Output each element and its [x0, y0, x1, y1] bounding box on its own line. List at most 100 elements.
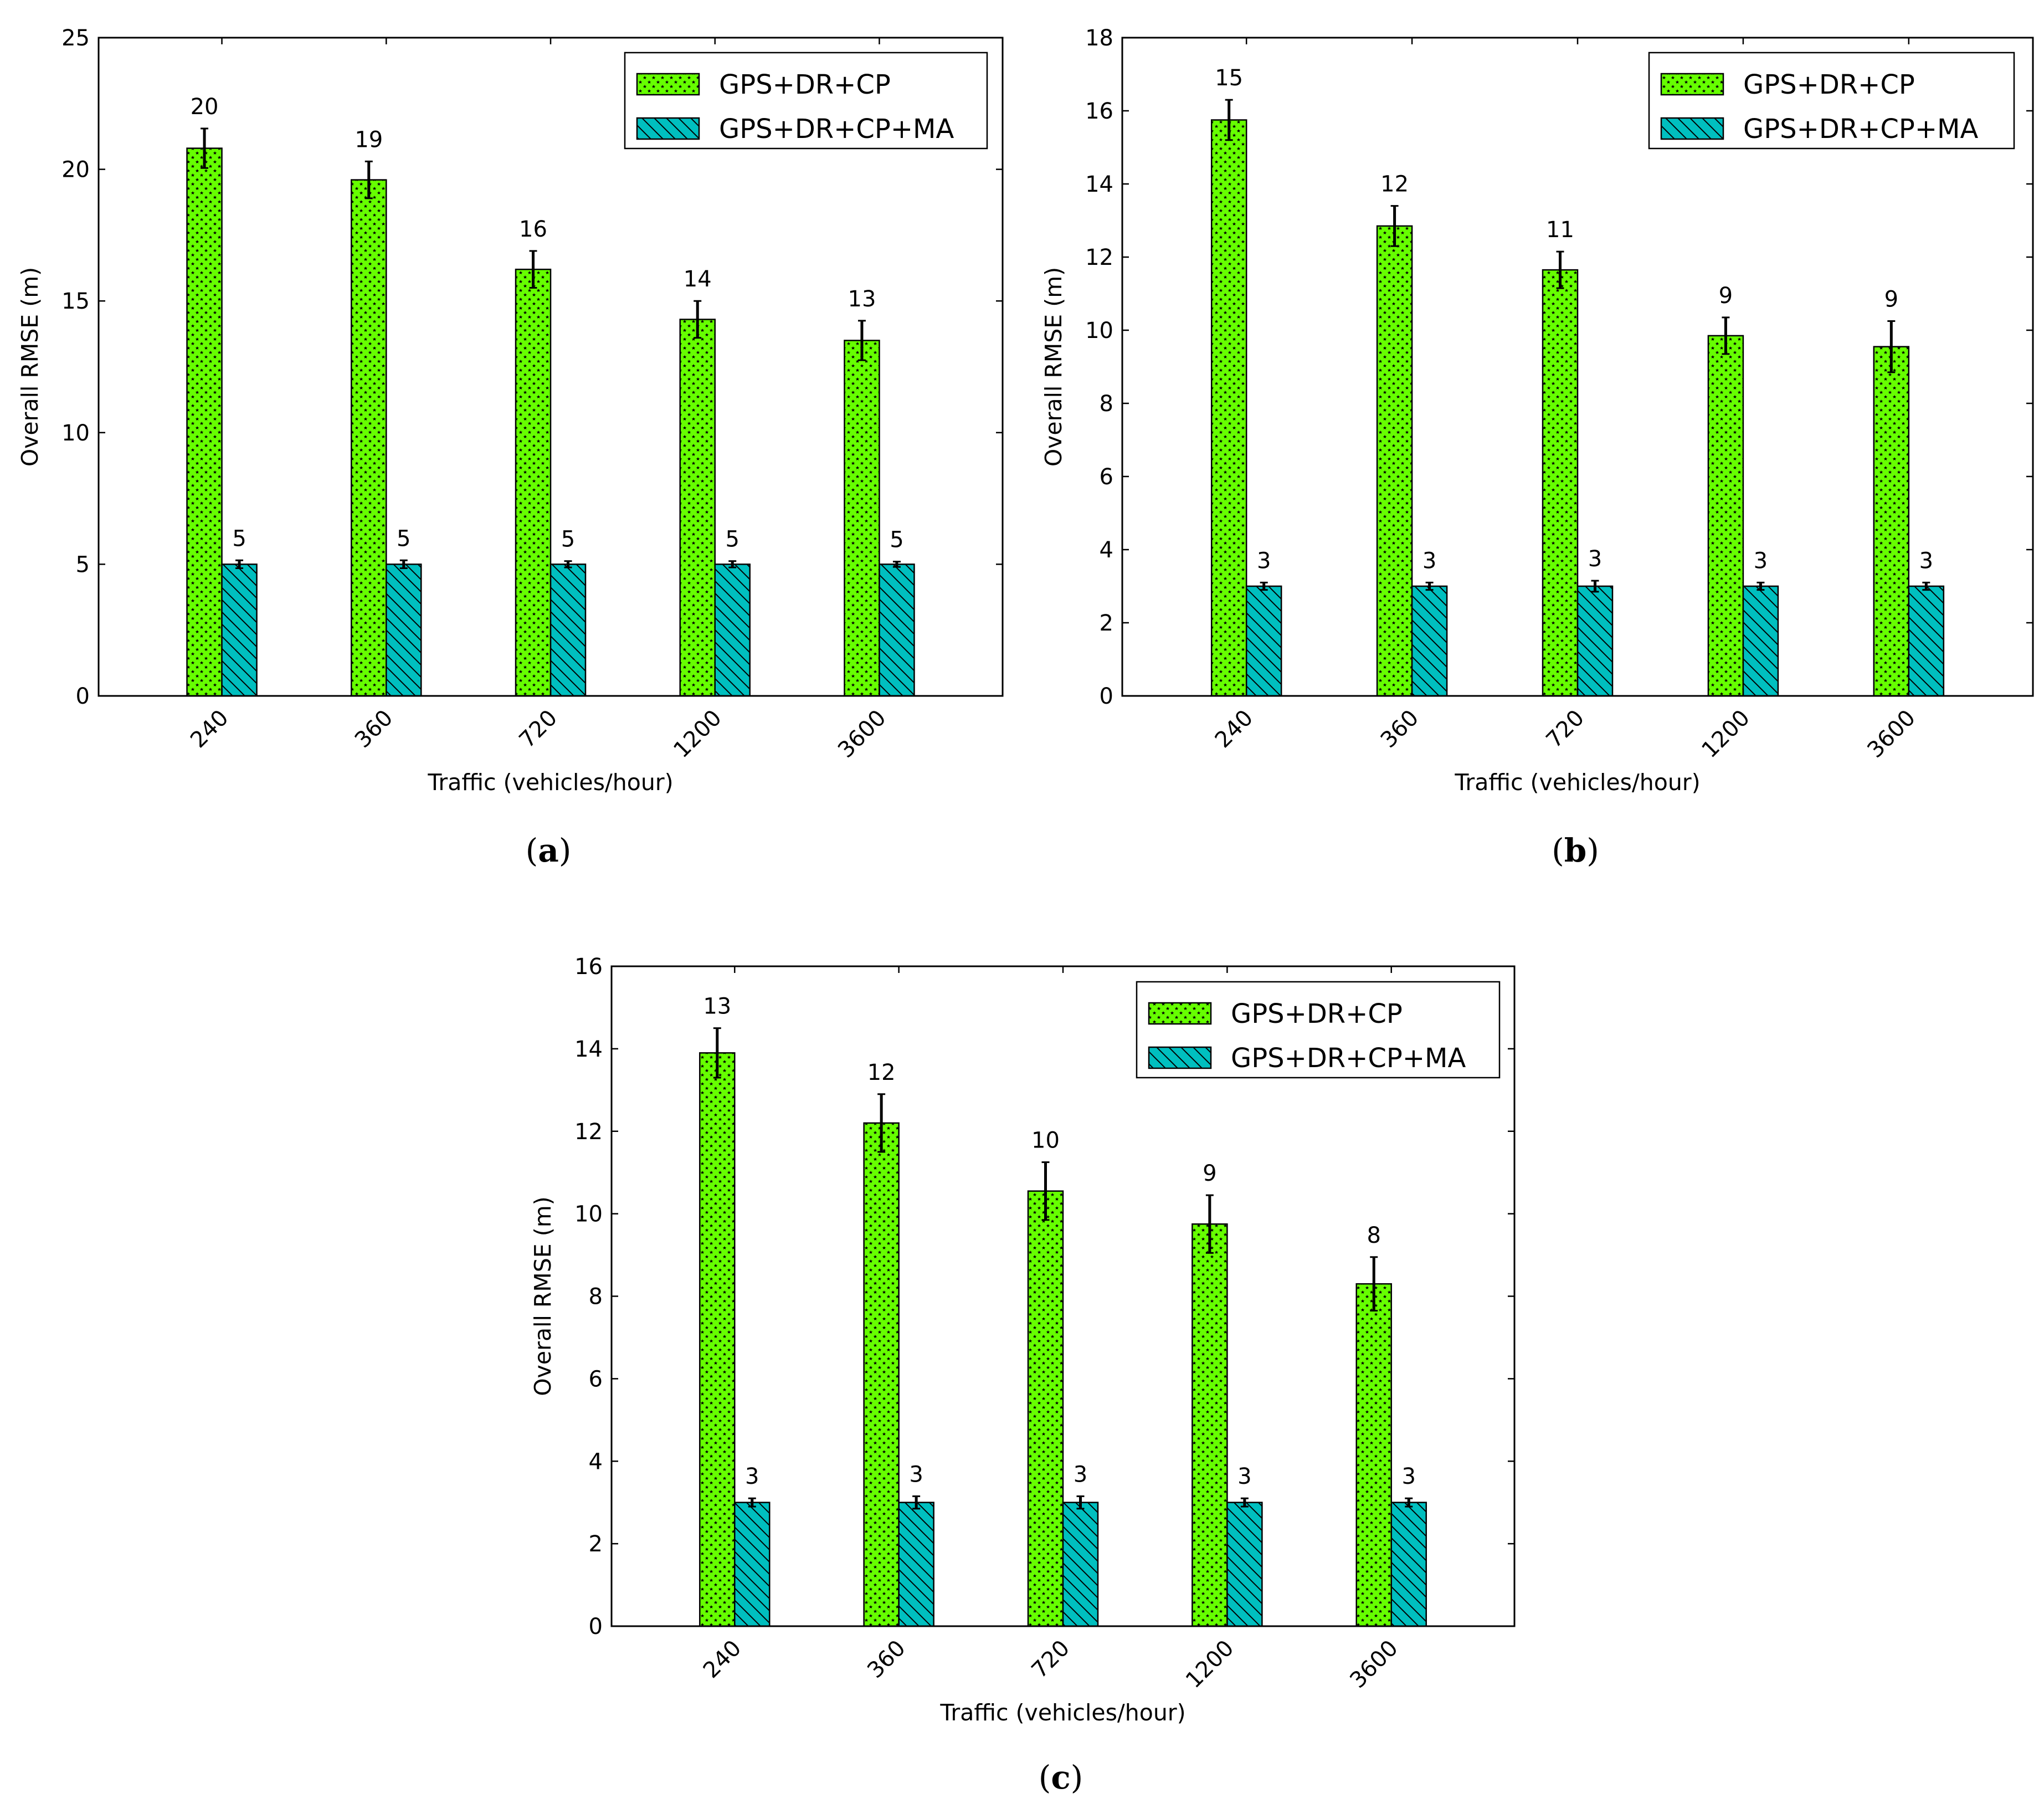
legend-swatch [1148, 1002, 1212, 1025]
error-bar [1240, 1497, 1249, 1508]
error-bar [1390, 205, 1399, 247]
error-bar [201, 127, 209, 169]
bar-gps-dr-cp-360 [1376, 225, 1413, 697]
y-tick-label: 16 [574, 954, 603, 980]
error-bar [1591, 580, 1599, 593]
y-tick-label: 20 [61, 157, 90, 183]
chart-c: 13 12 10 9 8 3 3 3 3 3 0 2 4 6 8 10 12 14 16 240 360 720 1200 3… [530, 954, 1516, 1796]
data-label: 12 [1380, 172, 1409, 197]
y-tick-label: 2 [589, 1531, 603, 1557]
data-label: 3 [1588, 546, 1602, 572]
legend-label: GPS+DR+CP+MA [1231, 1043, 1466, 1074]
bar-gps-dr-cp-360 [863, 1122, 900, 1627]
data-label: 16 [519, 217, 547, 242]
legend: GPS+DR+CP GPS+DR+CP+MA [1136, 981, 1501, 1079]
error-bar [1722, 316, 1730, 355]
data-label: 13 [848, 286, 876, 312]
bar-gps-dr-cp-240 [1210, 119, 1247, 697]
error-bar [892, 561, 901, 568]
bar-gps-dr-cp-ma-3600 [1390, 1502, 1427, 1627]
x-axis-label: Traffic (vehicles/hour) [1454, 769, 1700, 796]
data-label: 3 [909, 1462, 923, 1488]
bar-gps-dr-cp-ma-720 [1576, 585, 1614, 697]
data-label: 3 [1402, 1464, 1416, 1489]
y-axis-label: Overall RMSE (m) [17, 267, 43, 467]
error-bar [529, 250, 537, 289]
error-bar [1041, 1161, 1050, 1221]
legend-label: GPS+DR+CP+MA [1743, 114, 1978, 145]
y-tick-label: 0 [76, 684, 90, 709]
y-tick-label: 15 [61, 289, 90, 314]
x-tick-label: 360 [1376, 705, 1424, 754]
data-label: 8 [1367, 1223, 1381, 1248]
x-tick-label: 720 [515, 705, 563, 754]
bar-gps-dr-cp-3600 [1873, 346, 1910, 697]
legend-swatch [636, 73, 700, 96]
bar-gps-dr-cp-360 [351, 179, 387, 697]
error-bar [1556, 250, 1564, 289]
bar-gps-dr-cp-240 [699, 1052, 736, 1627]
error-bar [1922, 581, 1930, 591]
bar-gps-dr-cp-ma-3600 [1908, 585, 1945, 697]
bar-gps-dr-cp-1200 [679, 319, 716, 697]
x-tick-label: 3600 [1862, 705, 1920, 764]
error-bar [912, 1495, 921, 1510]
panel-caption: (b) [1552, 832, 1599, 869]
bar-gps-dr-cp-ma-1200 [1742, 585, 1779, 697]
bar-gps-dr-cp-720 [1542, 269, 1579, 697]
bar-gps-dr-cp-ma-360 [898, 1502, 934, 1627]
error-bar [1887, 320, 1896, 373]
data-label: 3 [1919, 548, 1933, 573]
x-tick-label: 360 [350, 705, 398, 754]
data-label: 19 [355, 127, 383, 152]
y-tick-label: 4 [1100, 537, 1113, 563]
data-label: 9 [1884, 287, 1898, 312]
data-label: 11 [1546, 217, 1574, 243]
y-tick-label: 10 [1085, 318, 1113, 344]
x-tick-label: 1200 [669, 705, 727, 764]
legend: GPS+DR+CP GPS+DR+CP+MA [1648, 52, 2015, 150]
bar-gps-dr-cp-ma-720 [1062, 1502, 1099, 1627]
legend-label: GPS+DR+CP [1231, 998, 1403, 1029]
x-tick-label: 1200 [1697, 705, 1755, 764]
x-tick-label: 240 [186, 705, 234, 754]
chart-a: 20 19 16 14 13 5 5 5 5 5 0 5 10 15 20 25 240 360 720 1200 36… [17, 25, 1004, 869]
legend-label: GPS+DR+CP [719, 69, 891, 100]
error-bar [857, 320, 866, 361]
bar-gps-dr-cp-ma-360 [386, 563, 422, 697]
y-tick-label: 2 [1100, 611, 1113, 636]
data-label: 10 [1031, 1128, 1060, 1154]
legend: GPS+DR+CP GPS+DR+CP+MA [624, 52, 988, 150]
chart-b: 15 12 11 9 9 3 3 3 3 3 0 2 4 6 8 10 12 14 16 18 240 360 720 120… [1040, 25, 2034, 869]
data-label: 13 [703, 994, 731, 1019]
y-tick-label: 18 [1085, 25, 1113, 51]
data-label: 14 [684, 267, 712, 292]
y-tick-label: 25 [61, 25, 90, 51]
error-bar [364, 160, 373, 199]
legend-label: GPS+DR+CP+MA [719, 114, 954, 145]
bar-gps-dr-cp-1200 [1707, 335, 1744, 697]
error-bar [877, 1093, 886, 1153]
data-label: 5 [232, 526, 246, 551]
error-bar [1205, 1194, 1214, 1254]
data-label: 3 [1237, 1464, 1251, 1489]
bar-gps-dr-cp-720 [1027, 1190, 1064, 1627]
x-tick-label: 720 [1542, 705, 1590, 754]
x-axis-label: Traffic (vehicles/hour) [939, 1699, 1185, 1726]
error-bar [1225, 99, 1233, 141]
x-tick-label: 360 [862, 1636, 911, 1684]
y-tick-label: 12 [574, 1119, 603, 1145]
y-tick-label: 6 [589, 1366, 603, 1392]
error-bar [564, 560, 572, 568]
data-label: 5 [397, 526, 410, 551]
error-bar [399, 559, 408, 570]
y-tick-label: 10 [574, 1202, 603, 1227]
error-bar [1076, 1495, 1085, 1510]
bar-gps-dr-cp-ma-720 [549, 563, 587, 697]
error-bar [728, 560, 737, 568]
panel-caption: (a) [526, 832, 572, 869]
y-tick-label: 0 [1100, 684, 1113, 709]
y-tick-label: 14 [574, 1037, 603, 1062]
y-tick-label: 10 [61, 421, 90, 446]
